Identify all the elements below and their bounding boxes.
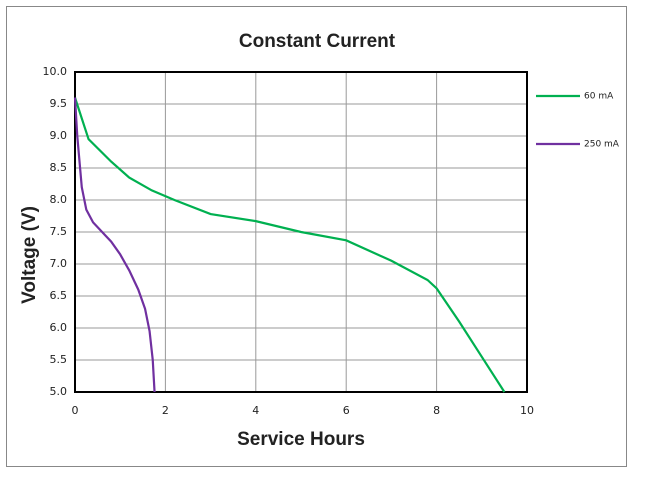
x-tick-label: 4 — [252, 404, 259, 417]
legend-label: 60 mA — [584, 92, 614, 102]
x-tick-label: 2 — [162, 404, 169, 417]
y-tick-label: 8.5 — [50, 161, 68, 174]
y-tick-label: 6.0 — [50, 321, 68, 334]
x-tick-label: 0 — [72, 404, 79, 417]
y-tick-label: 6.5 — [50, 289, 68, 302]
y-tick-label: 7.0 — [50, 257, 68, 270]
y-tick-label: 8.0 — [50, 193, 68, 206]
y-tick-label: 9.5 — [50, 97, 68, 110]
y-tick-label: 5.5 — [50, 353, 68, 366]
series-line — [73, 97, 506, 393]
series-line — [73, 97, 156, 393]
x-axis-title: Service Hours — [237, 429, 365, 450]
chart-frame — [6, 6, 627, 467]
x-tick-label: 10 — [520, 404, 534, 417]
x-tick-label: 6 — [343, 404, 350, 417]
y-tick-label: 5.0 — [50, 385, 68, 398]
y-tick-label: 9.0 — [50, 129, 68, 142]
chart-title: Constant Current — [239, 31, 396, 52]
legend-label: 250 mA — [584, 140, 620, 150]
x-tick-label: 8 — [433, 404, 440, 417]
plot-border — [74, 71, 528, 393]
y-tick-label: 7.5 — [50, 225, 68, 238]
y-axis-title: Voltage (V) — [19, 206, 40, 304]
y-tick-label: 10.0 — [43, 65, 68, 78]
